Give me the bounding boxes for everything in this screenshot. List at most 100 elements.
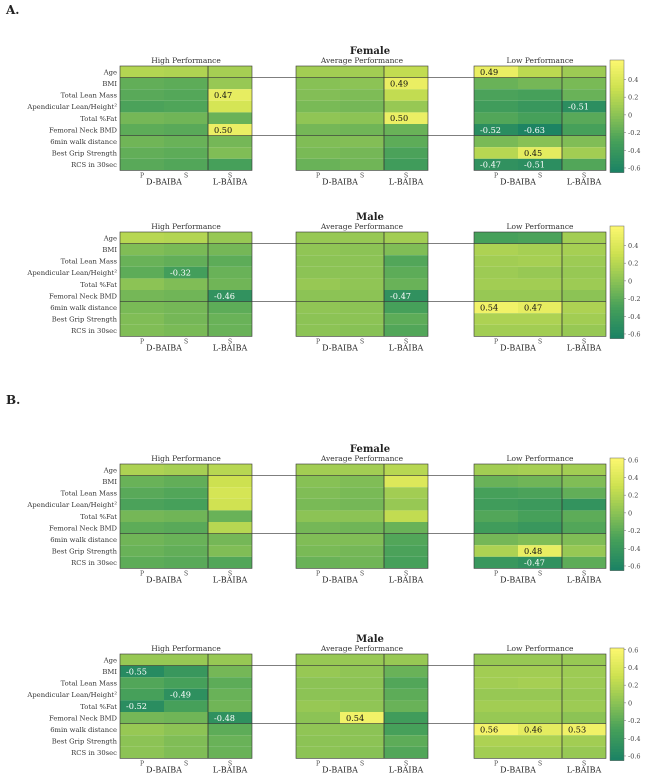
colorbar-segment <box>610 324 624 328</box>
heatmap-cell <box>296 124 340 136</box>
heatmap-cell <box>518 712 562 724</box>
column-sub-label: P <box>494 338 498 345</box>
colorbar-segment <box>610 242 624 247</box>
colorbar-segment <box>610 460 624 465</box>
heatmap-cell <box>518 475 562 488</box>
heatmap-cell <box>562 746 606 759</box>
heatmap-cell <box>384 654 428 666</box>
colorbar-segment <box>610 104 624 109</box>
heatmap-cell <box>562 112 606 124</box>
colorbar-segment <box>610 567 624 571</box>
column-sub-label: S <box>404 570 408 577</box>
heatmap-cell <box>296 158 340 171</box>
colorbar-segment <box>610 293 624 297</box>
heatmap-cell <box>164 723 208 736</box>
heatmap-cell <box>518 746 562 759</box>
heatmap-cell <box>340 135 384 148</box>
heatmap-cell <box>208 147 252 159</box>
heatmap-cell <box>208 522 252 534</box>
cell-value-label: 0.46 <box>524 724 542 734</box>
heatmap-cell <box>384 677 428 689</box>
row-label: Best Grip Strength <box>52 316 118 324</box>
heatmap-cell <box>208 100 252 113</box>
colorbar-segment <box>610 85 624 89</box>
heatmap-cell <box>120 243 164 256</box>
colorbar-segment <box>610 648 624 652</box>
column-sub-label: S <box>228 570 232 577</box>
heatmap-cell <box>120 464 164 476</box>
colorbar-segment <box>610 273 624 278</box>
colorbar-segment <box>610 161 624 165</box>
cell-value-label: -0.32 <box>170 268 191 278</box>
colorbar-tick-label: -0.2 <box>628 129 641 137</box>
cell-value-label: 0.54 <box>480 302 498 312</box>
colorbar-segment <box>610 743 624 747</box>
heatmap-cell <box>164 522 208 534</box>
colorbar-segment <box>610 514 624 518</box>
colorbar-segment <box>610 522 624 526</box>
heatmap-cell <box>518 735 562 747</box>
colorbar-segment <box>610 329 624 334</box>
row-label: RCS in 30sec <box>71 327 117 335</box>
row-label: Apendicular Lean/Height² <box>26 691 117 699</box>
colorbar-segment <box>610 318 624 323</box>
heatmap-cell <box>208 89 252 101</box>
heatmap-cell <box>340 232 384 244</box>
group-label: Low Performance <box>507 644 575 653</box>
heatmap-cell <box>384 464 428 476</box>
heatmap-cell <box>164 487 208 499</box>
column-sub-label: P <box>494 570 498 577</box>
heatmap-cell <box>562 100 606 113</box>
heatmap-cell <box>562 266 606 279</box>
heatmap-cell <box>208 77 252 90</box>
heatmap-cell <box>518 665 562 678</box>
group-label: Low Performance <box>507 454 575 463</box>
heatmap-cell <box>518 232 562 244</box>
heatmap-cell <box>164 100 208 113</box>
colorbar-segment <box>610 93 624 98</box>
heatmap-cell <box>208 556 252 569</box>
column-group-label: L-BAIBA <box>389 575 424 584</box>
group-frame <box>295 65 429 171</box>
heatmap-cell <box>296 100 340 113</box>
heatmap-cell <box>384 723 428 736</box>
heatmap-cell <box>518 66 562 78</box>
row-label: Total %Fat <box>80 703 117 711</box>
heatmap-cell <box>340 522 384 534</box>
colorbar-segment <box>610 757 624 761</box>
cell-value-label: -0.51 <box>524 160 545 170</box>
heatmap-cell <box>120 147 164 159</box>
colorbar-segment <box>610 690 624 694</box>
cell-value-label: -0.51 <box>568 102 589 112</box>
heatmap-cell <box>208 266 252 279</box>
heatmap-cell <box>562 665 606 678</box>
cell-value-label: 0.47 <box>214 90 232 100</box>
column-sub-label: P <box>494 760 498 767</box>
heatmap-cell <box>208 290 252 302</box>
colorbar-segment <box>610 500 624 504</box>
heatmap-cell <box>340 89 384 101</box>
heatmap-cell <box>474 301 518 314</box>
colorbar-segment <box>610 248 624 252</box>
heatmap-cell <box>384 77 428 90</box>
heatmap-cell <box>164 735 208 747</box>
column-sub-label: P <box>494 172 498 179</box>
heatmap-cell <box>296 290 340 302</box>
colorbar-segment <box>610 74 624 78</box>
heatmap-cell <box>384 735 428 747</box>
heatmap-cell <box>120 498 164 511</box>
colorbar-tick-label: 0.2 <box>628 260 638 268</box>
colorbar-segment <box>610 133 624 137</box>
colorbar-segment <box>610 650 624 655</box>
heatmap-cell <box>120 112 164 124</box>
heatmap-cell <box>384 700 428 712</box>
colorbar-segment <box>610 79 624 83</box>
row-label: BMI <box>102 246 117 254</box>
row-label: Femoral Neck BMD <box>49 126 118 134</box>
colorbar-segment <box>610 670 624 674</box>
colorbar-segment <box>610 559 624 563</box>
row-label: Age <box>103 466 117 474</box>
heatmap-cell <box>474 278 518 290</box>
column-sub-label: S <box>184 760 188 767</box>
heatmap-cell <box>518 324 562 337</box>
